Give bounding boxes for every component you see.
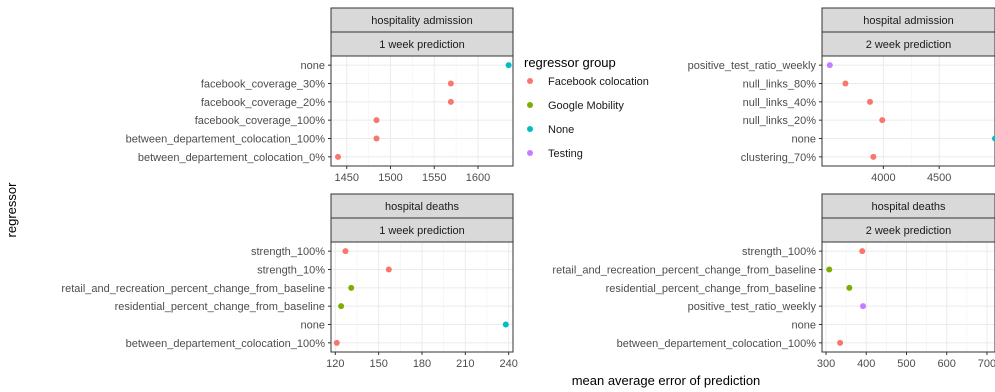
y-tick-label: residential_percent_change_from_baseline [115, 301, 325, 313]
legend-label: Testing [548, 148, 583, 160]
y-tick-label: retail_and_recreation_percent_change_fro… [552, 265, 816, 277]
data-point [502, 321, 509, 328]
legend-label: Google Mobility [548, 100, 624, 112]
strip-title: hospitality admission [371, 15, 473, 27]
y-tick-label: none [301, 320, 325, 332]
y-tick-label: between_departement_colocation_100% [126, 134, 326, 146]
data-point [837, 339, 844, 346]
y-tick-label: positive_test_ratio_weekly [688, 301, 817, 313]
x-tick-label: 1500 [378, 172, 402, 184]
y-tick-label: between_departement_colocation_0% [138, 152, 325, 164]
panel: hospital admission 2 week prediction posit… [688, 7, 995, 184]
data-point [860, 303, 867, 310]
strip-title-box [330, 193, 514, 219]
x-tick-label: 240 [499, 358, 517, 370]
x-tick-label: 700 [978, 358, 995, 370]
strip-subtitle: 1 week prediction [379, 225, 465, 237]
strip-subtitle: 2 week prediction [866, 39, 952, 51]
data-point [846, 284, 853, 291]
data-point [879, 117, 886, 124]
strip-subtitle-box [821, 31, 995, 57]
legend: regressor group Facebook colocation Googl… [524, 55, 649, 160]
y-axis-title: regressor [4, 182, 19, 238]
data-point [505, 62, 512, 69]
data-point [373, 117, 380, 124]
x-tick-label: 500 [897, 358, 915, 370]
strip-title: hospital deaths [385, 201, 459, 213]
y-tick-label: null_links_20% [743, 115, 817, 127]
x-tick-label: 1600 [466, 172, 490, 184]
y-tick-label: residential_percent_change_from_baseline [606, 283, 816, 295]
x-tick-label: 400 [857, 358, 875, 370]
y-tick-label: positive_test_ratio_weekly [688, 60, 817, 72]
y-tick-label: retail_and_recreation_percent_change_fro… [61, 283, 325, 295]
y-tick-label: facebook_coverage_100% [195, 115, 325, 127]
strip-subtitle: 2 week prediction [866, 225, 952, 237]
x-tick-label: 1450 [335, 172, 359, 184]
y-tick-label: null_links_80% [743, 79, 817, 91]
data-point [859, 248, 866, 255]
x-tick-label: 150 [369, 358, 387, 370]
data-point [992, 135, 995, 142]
y-tick-label: null_links_40% [743, 97, 817, 109]
legend-label: None [548, 124, 574, 136]
legend-key [527, 102, 533, 108]
data-point [333, 339, 340, 346]
x-tick-label: 4000 [871, 172, 895, 184]
data-point [338, 303, 345, 310]
strip-title: hospital admission [863, 15, 954, 27]
y-tick-label: strength_10% [257, 265, 325, 277]
x-tick-label: 120 [326, 358, 344, 370]
panel-border [330, 55, 514, 167]
data-point [826, 266, 833, 273]
legend-title: regressor group [524, 55, 616, 70]
legend-label: Facebook colocation [548, 76, 649, 88]
y-tick-label: clustering_70% [741, 152, 816, 164]
panel: hospitality admission 1 week prediction no… [126, 7, 514, 184]
y-tick-label: strength_100% [251, 246, 325, 258]
y-tick-label: facebook_coverage_20% [201, 97, 325, 109]
data-point [842, 80, 849, 87]
x-tick-label: 180 [413, 358, 431, 370]
y-tick-label: between_departement_colocation_100% [617, 338, 817, 350]
legend-key [527, 78, 533, 84]
panel: hospital deaths 1 week prediction strength… [61, 193, 518, 370]
panel-border [821, 241, 995, 353]
data-point [373, 135, 380, 142]
data-point [335, 153, 341, 160]
x-tick-label: 210 [456, 358, 474, 370]
strip-title-box [821, 7, 995, 33]
y-tick-label: strength_100% [742, 246, 816, 258]
x-tick-label: 600 [938, 358, 956, 370]
x-axis-title: mean average error of prediction [572, 373, 761, 388]
data-point [826, 62, 833, 69]
y-tick-label: facebook_coverage_30% [201, 79, 325, 91]
legend-key [527, 126, 533, 132]
data-point [870, 153, 877, 160]
y-tick-label: between_departement_colocation_100% [126, 338, 326, 350]
data-point [342, 248, 349, 255]
data-point [447, 80, 454, 87]
strip-title-box [330, 7, 514, 33]
x-tick-label: 4500 [927, 172, 951, 184]
legend-key [527, 150, 533, 156]
strip-title: hospital deaths [872, 201, 946, 213]
strip-subtitle: 1 week prediction [379, 39, 465, 51]
strip-subtitle-box [330, 31, 514, 57]
x-tick-label: 300 [817, 358, 835, 370]
data-point [866, 98, 873, 105]
y-tick-label: none [301, 60, 325, 72]
data-point [385, 266, 392, 273]
data-point [447, 98, 454, 105]
panel: hospital deaths 2 week prediction strength… [552, 193, 995, 370]
y-tick-label: none [792, 134, 816, 146]
data-point [348, 284, 355, 291]
panel-border [821, 55, 995, 167]
x-tick-label: 1550 [422, 172, 446, 184]
y-tick-label: none [792, 320, 816, 332]
strip-subtitle-box [330, 217, 514, 243]
